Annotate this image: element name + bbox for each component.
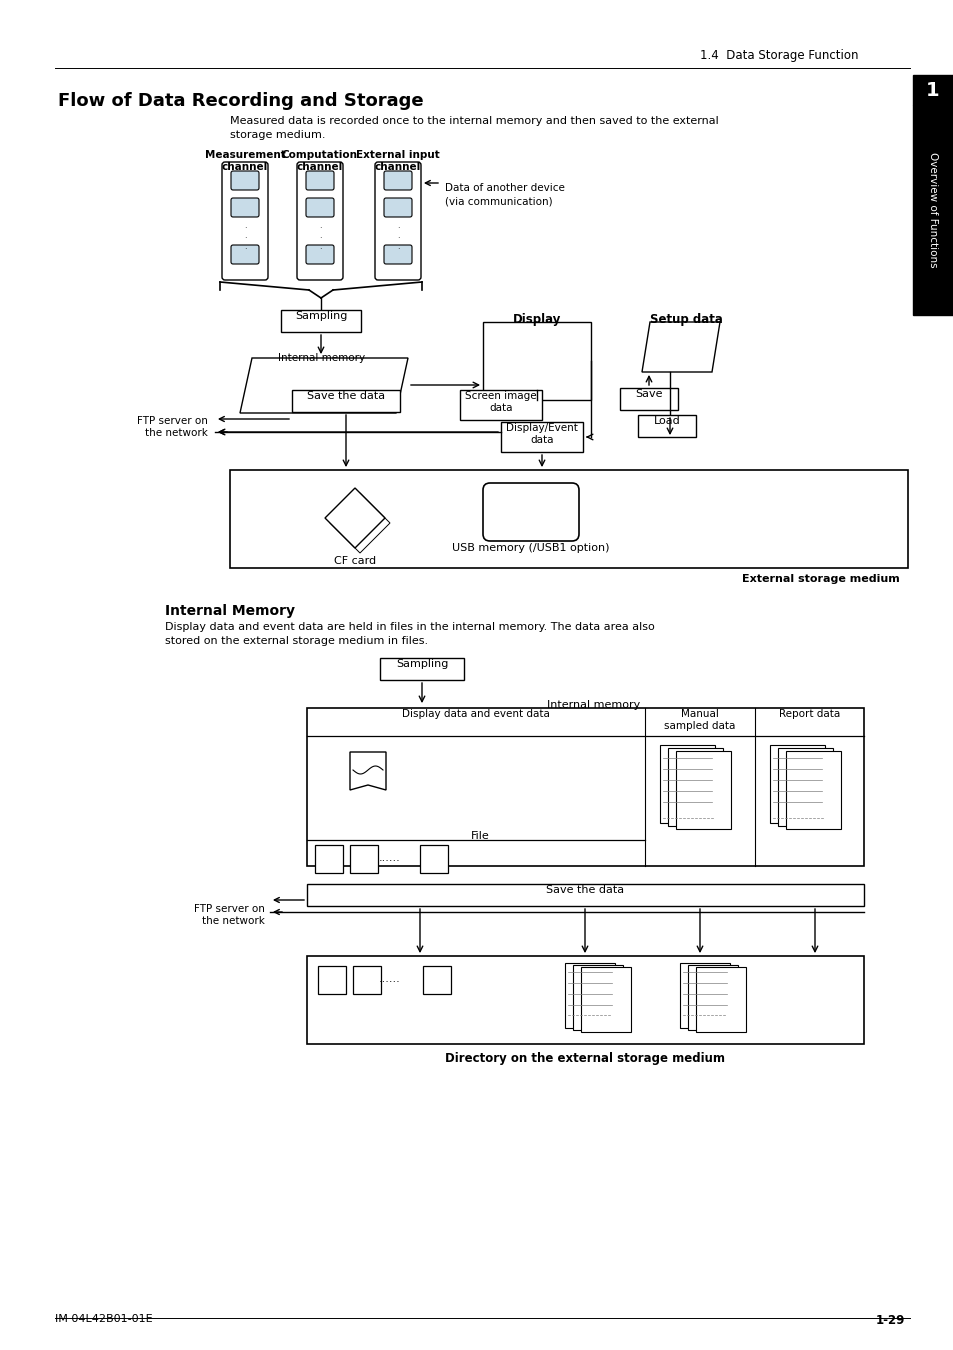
Bar [769,745,824,824]
Bar [353,967,380,994]
Text: Save the data: Save the data [545,886,623,895]
Bar [230,470,907,568]
Text: Flow of Data Recording and Storage: Flow of Data Recording and Storage [58,92,423,109]
Bar [307,707,863,865]
Text: .
.
.: . . . [318,221,321,251]
Text: ......: ...... [378,973,400,984]
Text: 1-29: 1-29 [875,1314,904,1327]
FancyBboxPatch shape [306,171,334,190]
Bar [679,963,729,1027]
Text: ......: ...... [378,853,400,863]
FancyBboxPatch shape [306,244,334,265]
Polygon shape [325,487,385,548]
Bar [676,751,730,829]
Text: Display/Event
data: Display/Event data [505,423,578,444]
Polygon shape [240,358,408,413]
Text: 1: 1 [925,81,939,100]
Text: Measurement
channel: Measurement channel [204,150,285,171]
Bar [482,323,590,400]
Bar [281,310,360,332]
Text: .
.
.: . . . [244,221,246,251]
Text: Directory on the external storage medium: Directory on the external storage medium [444,1052,724,1065]
Bar [500,423,582,452]
FancyBboxPatch shape [231,198,258,217]
Text: Display data and event data: Display data and event data [401,709,549,720]
Text: Manual
sampled data: Manual sampled data [663,709,735,730]
Text: .
.
.: . . . [396,221,398,251]
Bar [912,105,953,315]
Text: Internal memory: Internal memory [277,352,365,363]
Bar [778,748,832,826]
Bar [350,845,377,873]
Bar [317,967,346,994]
Text: Report data: Report data [779,709,840,720]
Text: Internal memory: Internal memory [546,701,639,710]
Text: IM 04L42B01-01E: IM 04L42B01-01E [55,1314,152,1324]
Bar [314,845,343,873]
Text: Load: Load [653,416,679,427]
Polygon shape [350,752,386,790]
Text: Computation
channel: Computation channel [282,150,357,171]
Bar [379,657,463,680]
Text: Measured data is recorded once to the internal memory and then saved to the exte: Measured data is recorded once to the in… [230,116,718,126]
FancyBboxPatch shape [384,171,412,190]
Text: Save the data: Save the data [307,392,385,401]
Bar [912,76,953,105]
Text: External input
channel: External input channel [355,150,439,171]
Bar [573,965,622,1030]
FancyBboxPatch shape [222,162,268,279]
Bar [292,390,399,412]
Bar [619,387,678,410]
Text: CF card: CF card [334,556,375,566]
Bar [422,967,451,994]
Text: Display: Display [513,313,560,325]
Text: FTP server on
the network: FTP server on the network [193,904,265,926]
Text: Setup data: Setup data [649,313,722,325]
Text: 1.4  Data Storage Function: 1.4 Data Storage Function [700,49,858,62]
Bar [419,845,448,873]
Text: Internal Memory: Internal Memory [165,603,294,618]
Text: stored on the external storage medium in files.: stored on the external storage medium in… [165,636,428,647]
FancyBboxPatch shape [482,483,578,541]
Bar [659,745,714,824]
FancyBboxPatch shape [306,198,334,217]
Bar [580,967,630,1031]
Bar [638,414,696,437]
Text: File: File [470,832,489,841]
Bar [307,884,863,906]
FancyBboxPatch shape [231,244,258,265]
FancyBboxPatch shape [384,244,412,265]
FancyBboxPatch shape [231,171,258,190]
Bar [459,390,541,420]
Text: Sampling: Sampling [395,659,448,670]
Bar [687,965,738,1030]
Text: Data of another device: Data of another device [444,184,564,193]
FancyBboxPatch shape [375,162,420,279]
Bar [696,967,745,1031]
Bar [307,956,863,1044]
Text: Sampling: Sampling [294,310,347,321]
Text: storage medium.: storage medium. [230,130,325,140]
Bar [564,963,615,1027]
Text: Screen image
data: Screen image data [465,392,537,413]
Text: USB memory (/USB1 option): USB memory (/USB1 option) [452,543,609,554]
Text: Overview of Functions: Overview of Functions [927,153,937,267]
FancyBboxPatch shape [384,198,412,217]
Bar [785,751,841,829]
Bar [667,748,722,826]
Text: (via communication): (via communication) [444,196,552,207]
Text: Display data and event data are held in files in the internal memory. The data a: Display data and event data are held in … [165,622,654,632]
Polygon shape [641,323,720,373]
Text: FTP server on
the network: FTP server on the network [137,416,208,437]
FancyBboxPatch shape [296,162,343,279]
Text: External storage medium: External storage medium [741,574,899,585]
Text: Save: Save [635,389,662,400]
